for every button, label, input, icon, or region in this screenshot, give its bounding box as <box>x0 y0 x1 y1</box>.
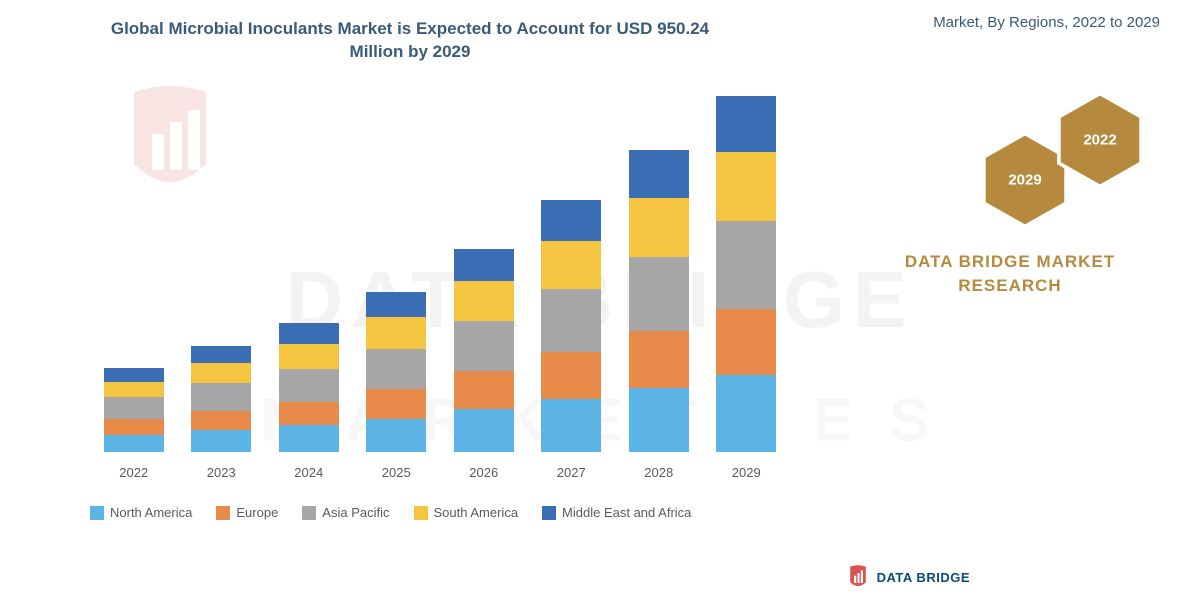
hex-badge: 2022 <box>1055 90 1145 190</box>
bar-column <box>104 368 164 452</box>
bar-chart: 2022 2023 2024 2025 2026 2027 2028 2029 <box>90 80 790 480</box>
x-axis-label: 2024 <box>279 465 339 480</box>
bar-segment <box>279 402 339 425</box>
bar-column <box>454 249 514 452</box>
bar-segment <box>279 344 339 369</box>
legend-label: Europe <box>236 505 278 520</box>
bar-column <box>279 323 339 452</box>
bar-segment <box>366 317 426 348</box>
bar-segment <box>541 352 601 399</box>
footer-logo-icon <box>845 564 871 590</box>
bar-column <box>191 346 251 452</box>
bar-segment <box>104 435 164 452</box>
bar-segment <box>629 257 689 331</box>
x-axis-label: 2028 <box>629 465 689 480</box>
bar-segment <box>541 200 601 241</box>
bar-segment <box>629 331 689 387</box>
bar-segment <box>191 383 251 410</box>
hex-badge-label: 2029 <box>1008 172 1041 189</box>
bar-segment <box>454 409 514 452</box>
bar-segment <box>716 152 776 221</box>
bar-segment <box>104 382 164 398</box>
x-axis-label: 2023 <box>191 465 251 480</box>
bar-segment <box>454 321 514 372</box>
legend-item: Middle East and Africa <box>542 505 691 520</box>
bar-column <box>541 200 601 452</box>
chart-legend: North America Europe Asia Pacific South Ame… <box>90 505 810 520</box>
x-axis-label: 2026 <box>454 465 514 480</box>
bar-segment <box>716 96 776 152</box>
x-axis-label: 2025 <box>366 465 426 480</box>
bar-segment <box>716 375 776 452</box>
legend-label: Asia Pacific <box>322 505 389 520</box>
bar-segment <box>191 430 251 452</box>
legend-swatch <box>216 506 230 520</box>
legend-label: South America <box>434 505 519 520</box>
bar-segment <box>191 411 251 431</box>
bar-segment <box>629 388 689 452</box>
footer-logo-text: DATA BRIDGE <box>877 570 970 585</box>
bar-segment <box>366 419 426 452</box>
bar-segment <box>366 389 426 419</box>
hex-badge-panel: 2029 2022 <box>830 60 1170 420</box>
bar-segment <box>104 397 164 419</box>
bar-segment <box>454 371 514 409</box>
legend-label: Middle East and Africa <box>562 505 691 520</box>
bar-segment <box>366 292 426 318</box>
bar-column <box>366 292 426 452</box>
bar-segment <box>541 241 601 290</box>
bar-segment <box>104 368 164 382</box>
bar-segment <box>716 309 776 376</box>
bar-segment <box>716 221 776 309</box>
legend-item: Europe <box>216 505 278 520</box>
bar-segment <box>191 363 251 383</box>
bar-segment <box>104 419 164 435</box>
legend-item: Asia Pacific <box>302 505 389 520</box>
bar-segment <box>279 425 339 452</box>
bar-column <box>629 150 689 452</box>
legend-item: South America <box>414 505 519 520</box>
bar-column <box>716 96 776 452</box>
bar-segment <box>279 323 339 344</box>
bar-segment <box>454 281 514 320</box>
legend-label: North America <box>110 505 192 520</box>
legend-swatch <box>542 506 556 520</box>
footer-logo: DATA BRIDGE <box>845 564 970 590</box>
x-axis-label: 2029 <box>716 465 776 480</box>
x-axis-label: 2022 <box>104 465 164 480</box>
chart-title: Global Microbial Inoculants Market is Ex… <box>90 18 730 64</box>
legend-item: North America <box>90 505 192 520</box>
hex-badge-label: 2022 <box>1083 132 1116 149</box>
legend-swatch <box>302 506 316 520</box>
x-axis-label: 2027 <box>541 465 601 480</box>
bar-segment <box>629 198 689 257</box>
legend-swatch <box>90 506 104 520</box>
legend-swatch <box>414 506 428 520</box>
bar-segment <box>191 346 251 363</box>
bar-segment <box>629 150 689 199</box>
bar-segment <box>541 399 601 452</box>
bar-segment <box>454 249 514 282</box>
bar-segment <box>279 369 339 402</box>
bar-segment <box>366 349 426 390</box>
brand-label: DATA BRIDGE MARKET RESEARCH <box>870 250 1150 298</box>
subtitle-right: Market, By Regions, 2022 to 2029 <box>933 14 1160 31</box>
bar-segment <box>541 289 601 352</box>
